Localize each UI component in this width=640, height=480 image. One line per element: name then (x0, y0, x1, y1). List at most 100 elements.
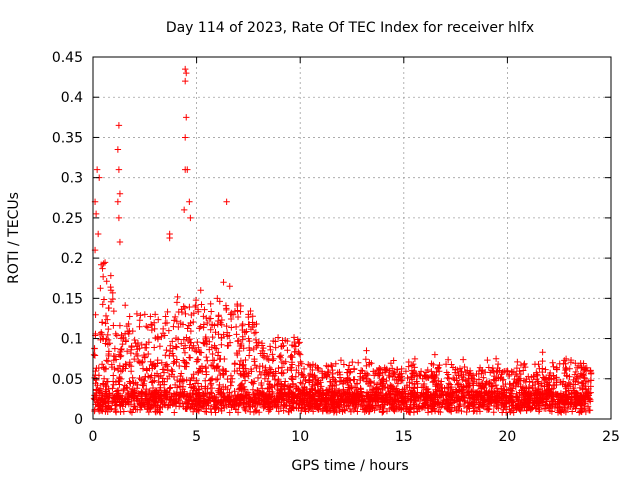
data-point (220, 392, 227, 399)
data-point (144, 406, 151, 413)
data-point (206, 393, 213, 401)
data-point (237, 384, 244, 392)
data-point (271, 382, 278, 389)
data-point (144, 373, 152, 380)
data-point (346, 405, 354, 413)
x-tick-label: 0 (89, 429, 98, 445)
data-point (231, 401, 238, 408)
data-point (237, 357, 245, 365)
data-point (143, 366, 150, 373)
data-point (192, 303, 199, 311)
data-point (120, 408, 128, 415)
data-point (261, 375, 269, 382)
data-point (256, 389, 264, 396)
data-point (107, 272, 115, 279)
data-point (264, 397, 271, 405)
data-point (275, 408, 282, 415)
data-point (203, 314, 210, 322)
data-point (288, 375, 295, 382)
data-point (249, 319, 256, 326)
data-point (134, 339, 142, 347)
data-point (366, 398, 374, 405)
data-point (114, 365, 122, 372)
data-point (471, 404, 479, 412)
data-point (232, 406, 240, 413)
data-point (554, 393, 562, 400)
data-point (123, 348, 131, 355)
data-point (323, 362, 330, 369)
data-point (441, 403, 449, 411)
data-point (161, 401, 168, 408)
data-point (266, 380, 273, 388)
data-point (480, 374, 487, 381)
data-point (389, 396, 397, 403)
data-point (347, 408, 355, 415)
data-point (365, 391, 372, 398)
data-point (318, 374, 326, 381)
data-point (316, 390, 324, 397)
data-point (520, 367, 527, 374)
data-point (386, 391, 393, 398)
data-point (209, 356, 217, 364)
data-point (152, 408, 159, 415)
data-point (176, 362, 183, 370)
data-point (409, 390, 416, 397)
data-point (218, 316, 226, 324)
data-point (168, 366, 175, 374)
data-point (356, 393, 363, 400)
data-point (276, 353, 283, 360)
data-point (120, 399, 127, 407)
data-point (447, 381, 454, 388)
data-point (182, 310, 189, 318)
data-point (116, 394, 123, 401)
data-point (195, 399, 203, 406)
y-tick-label: 0.1 (61, 332, 83, 348)
data-point (121, 302, 129, 309)
data-point (240, 372, 247, 379)
data-point (448, 389, 456, 396)
data-point (122, 338, 130, 345)
data-point (586, 407, 594, 414)
data-point (108, 361, 115, 368)
data-point (172, 398, 180, 405)
data-point (245, 391, 253, 398)
data-point (578, 379, 585, 387)
data-point (208, 344, 216, 351)
data-point (565, 400, 572, 407)
data-point (309, 408, 317, 415)
data-point (394, 366, 401, 373)
data-point (100, 296, 108, 303)
data-point (99, 273, 107, 280)
data-point (295, 340, 302, 347)
data-point (501, 403, 508, 411)
data-point (470, 392, 478, 400)
data-point (158, 397, 166, 405)
data-point (411, 380, 418, 388)
data-point (139, 389, 146, 397)
data-point (238, 342, 245, 350)
data-point (203, 408, 210, 416)
data-point (546, 375, 553, 382)
data-point (440, 396, 447, 404)
data-point (208, 384, 216, 392)
data-point (300, 394, 308, 402)
data-point (183, 69, 190, 77)
data-point (306, 362, 314, 369)
data-point (242, 356, 249, 364)
data-point (572, 368, 580, 376)
data-point (494, 360, 502, 368)
data-point (278, 343, 286, 350)
data-point (151, 389, 159, 396)
data-point (503, 389, 510, 396)
data-point (186, 335, 193, 343)
data-point (253, 343, 260, 351)
data-point (582, 398, 589, 406)
data-point (551, 404, 559, 412)
data-point (154, 335, 162, 343)
data-point (562, 408, 570, 416)
data-point (408, 367, 416, 374)
data-point (300, 365, 308, 373)
data-point (463, 408, 470, 416)
data-point (460, 394, 468, 401)
data-point (111, 365, 118, 373)
